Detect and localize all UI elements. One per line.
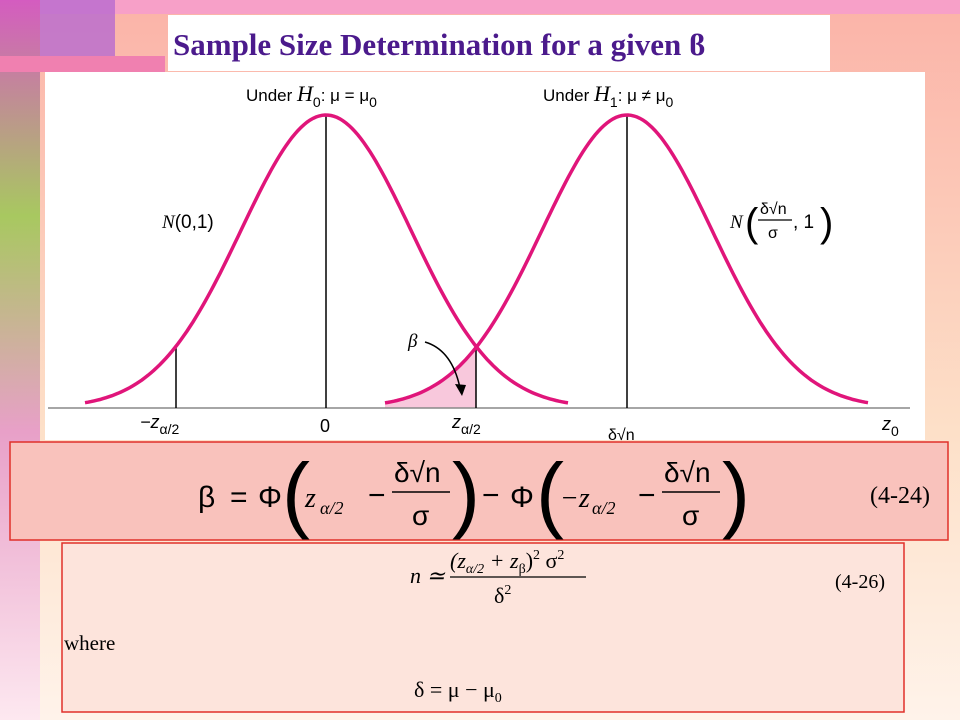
- h0-label: Under H0: μ = μ0: [246, 81, 377, 110]
- axis-label: z0: [881, 414, 899, 439]
- eq-numerator: (zα/2 + zβ)2 σ2: [450, 548, 564, 577]
- eq-part: −: [638, 479, 656, 512]
- eq-part: −: [368, 479, 386, 512]
- where: where: [64, 631, 115, 655]
- equation-2: n ≃ (zα/2 + zβ)2 σ2 δ2 (4-26) where δ = …: [64, 548, 885, 706]
- paren: (: [745, 201, 759, 245]
- paren: (: [282, 446, 310, 540]
- left-strip: [0, 0, 40, 720]
- paren: (: [536, 446, 564, 540]
- equation-box: [61, 542, 905, 713]
- corner-decoration: [40, 0, 115, 60]
- title-box: [168, 15, 830, 71]
- eq-part: −z: [560, 483, 590, 514]
- eq-part: Φ: [510, 481, 534, 514]
- equation-1: β = Φ ( z α/2 − δ√n σ ) − Φ ( −z α/2 − δ…: [198, 446, 930, 540]
- beta-label: β: [407, 331, 418, 352]
- arrow: [424, 341, 461, 389]
- arrow-head: [455, 384, 466, 396]
- eq-part: Φ: [258, 481, 282, 514]
- title: Sample Size Determination for a given ϐ: [173, 27, 705, 62]
- eq-part: σ: [412, 500, 429, 531]
- corner-band: [0, 56, 165, 72]
- paren: ): [452, 446, 480, 540]
- definition: δ = μ − μ0: [414, 677, 502, 706]
- curves: [48, 113, 910, 409]
- top-band: [0, 0, 960, 14]
- n1-label-n: N: [729, 212, 744, 233]
- equation-number: (4-26): [835, 571, 885, 593]
- eq-lhs: n ≃: [410, 563, 446, 588]
- eq-part: σ: [682, 500, 699, 531]
- n1-label-num: δ√n: [760, 201, 787, 218]
- eq-denominator: δ2: [494, 583, 511, 608]
- equation-box: [9, 441, 949, 541]
- eq-part: β: [198, 481, 215, 514]
- eq-part: −: [482, 479, 500, 512]
- equation-number: (4-24): [870, 483, 930, 509]
- axis-label: zα/2: [451, 412, 481, 437]
- eq-part: =: [230, 481, 248, 514]
- n1-label-rest: , 1: [793, 212, 814, 233]
- paren: ): [722, 446, 750, 540]
- axis-label: 0: [320, 416, 330, 436]
- h0-curve: [84, 113, 569, 405]
- eq-part: z: [304, 483, 316, 514]
- eq-part: α/2: [592, 498, 615, 518]
- n1-label-den: σ: [768, 225, 778, 242]
- axis-label: δ√n: [608, 427, 635, 444]
- h1-label: Under H1: μ ≠ μ0: [543, 81, 674, 110]
- eq-part: α/2: [320, 498, 343, 518]
- eq-part: δ√n: [664, 457, 711, 488]
- beta-region: [385, 347, 476, 408]
- h1-curve: [384, 113, 869, 405]
- eq-part: δ√n: [394, 457, 441, 488]
- figure-area: [45, 72, 925, 440]
- paren: ): [820, 201, 833, 245]
- axis-label: −zα/2: [140, 412, 179, 437]
- n01-label: N(0,1): [161, 212, 214, 233]
